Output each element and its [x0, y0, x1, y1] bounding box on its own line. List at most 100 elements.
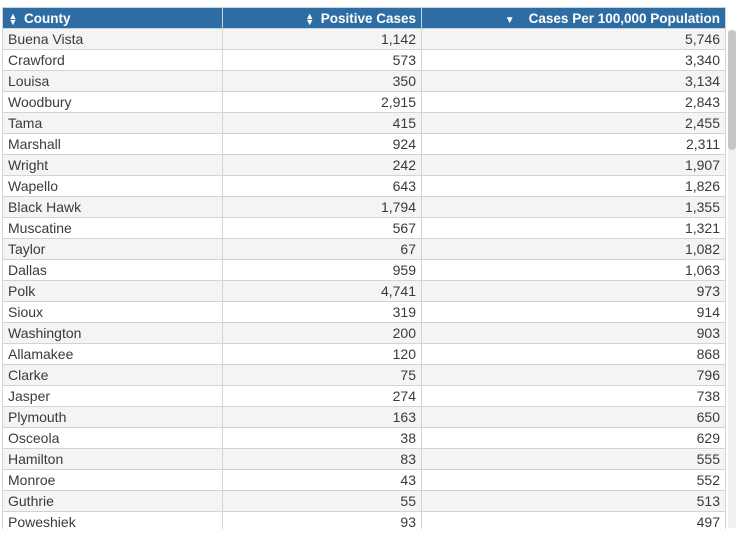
cell-cases-per-100k: 1,063	[421, 259, 726, 281]
table-row: Buena Vista 1,142 5,746	[2, 28, 726, 50]
cell-county: Muscatine	[2, 217, 223, 239]
sort-updown-icon[interactable]: ▲ ▼	[305, 10, 315, 27]
county-cases-table: ▲ ▼ County ▲ ▼ Positive Cases ▼ Cases Per 100…	[2, 7, 726, 529]
table-row: Washington 200 903	[2, 322, 726, 344]
cell-county: Jasper	[2, 385, 223, 407]
table-row: Marshall 924 2,311	[2, 133, 726, 155]
cell-positive-cases: 43	[222, 469, 422, 491]
table-row: Osceola 38 629	[2, 427, 726, 449]
cell-county: Marshall	[2, 133, 223, 155]
cell-cases-per-100k: 2,311	[421, 133, 726, 155]
cell-cases-per-100k: 738	[421, 385, 726, 407]
cell-cases-per-100k: 650	[421, 406, 726, 428]
table-row: Tama 415 2,455	[2, 112, 726, 134]
cell-positive-cases: 319	[222, 301, 422, 323]
cell-county: Dallas	[2, 259, 223, 281]
cell-positive-cases: 274	[222, 385, 422, 407]
cell-cases-per-100k: 796	[421, 364, 726, 386]
cell-positive-cases: 55	[222, 490, 422, 512]
cell-county: Poweshiek	[2, 511, 223, 529]
table-row: Plymouth 163 650	[2, 406, 726, 428]
cell-positive-cases: 415	[222, 112, 422, 134]
cell-positive-cases: 93	[222, 511, 422, 529]
column-header-label: Positive Cases	[320, 10, 416, 26]
cell-county: Louisa	[2, 70, 223, 92]
cell-county: Osceola	[2, 427, 223, 449]
table-row: Crawford 573 3,340	[2, 49, 726, 71]
column-header-cases-per-100k[interactable]: ▼ Cases Per 100,000 Population	[421, 7, 726, 29]
cell-positive-cases: 1,142	[222, 28, 422, 50]
cell-cases-per-100k: 903	[421, 322, 726, 344]
table-row: Louisa 350 3,134	[2, 70, 726, 92]
cell-cases-per-100k: 497	[421, 511, 726, 529]
table-row: Dallas 959 1,063	[2, 259, 726, 281]
cell-positive-cases: 163	[222, 406, 422, 428]
cell-positive-cases: 959	[222, 259, 422, 281]
column-header-positive-cases[interactable]: ▲ ▼ Positive Cases	[222, 7, 422, 29]
table-body: Buena Vista 1,142 5,746 Crawford 573 3,340 Lou…	[2, 28, 726, 529]
cell-county: Plymouth	[2, 406, 223, 428]
cell-positive-cases: 38	[222, 427, 422, 449]
cell-county: Wright	[2, 154, 223, 176]
cell-cases-per-100k: 555	[421, 448, 726, 470]
table-row: Black Hawk 1,794 1,355	[2, 196, 726, 218]
cell-positive-cases: 573	[222, 49, 422, 71]
cell-county: Buena Vista	[2, 28, 223, 50]
cell-positive-cases: 1,794	[222, 196, 422, 218]
cell-cases-per-100k: 2,455	[421, 112, 726, 134]
cell-positive-cases: 924	[222, 133, 422, 155]
table-row: Wapello 643 1,826	[2, 175, 726, 197]
cell-positive-cases: 83	[222, 448, 422, 470]
cell-cases-per-100k: 1,082	[421, 238, 726, 260]
table-row: Jasper 274 738	[2, 385, 726, 407]
cell-cases-per-100k: 868	[421, 343, 726, 365]
vertical-scrollbar[interactable]	[728, 30, 736, 528]
cell-cases-per-100k: 1,355	[421, 196, 726, 218]
cell-county: Taylor	[2, 238, 223, 260]
cell-cases-per-100k: 914	[421, 301, 726, 323]
cell-positive-cases: 567	[222, 217, 422, 239]
sort-desc-icon[interactable]: ▼	[504, 15, 515, 27]
cell-county: Allamakee	[2, 343, 223, 365]
column-header-county[interactable]: ▲ ▼ County	[2, 7, 223, 29]
cell-county: Polk	[2, 280, 223, 302]
table-row: Woodbury 2,915 2,843	[2, 91, 726, 113]
cell-county: Washington	[2, 322, 223, 344]
cell-cases-per-100k: 1,907	[421, 154, 726, 176]
column-header-label: Cases Per 100,000 Population	[528, 10, 720, 26]
table-row: Sioux 319 914	[2, 301, 726, 323]
cell-cases-per-100k: 3,134	[421, 70, 726, 92]
cell-county: Crawford	[2, 49, 223, 71]
cell-cases-per-100k: 5,746	[421, 28, 726, 50]
cell-cases-per-100k: 1,826	[421, 175, 726, 197]
sort-updown-icon[interactable]: ▲ ▼	[8, 10, 18, 27]
cell-cases-per-100k: 552	[421, 469, 726, 491]
table-row: Guthrie 55 513	[2, 490, 726, 512]
cell-county: Tama	[2, 112, 223, 134]
scrollbar-thumb[interactable]	[728, 30, 736, 150]
table-row: Taylor 67 1,082	[2, 238, 726, 260]
cell-cases-per-100k: 3,340	[421, 49, 726, 71]
table-row: Hamilton 83 555	[2, 448, 726, 470]
cell-cases-per-100k: 629	[421, 427, 726, 449]
cell-positive-cases: 2,915	[222, 91, 422, 113]
cell-positive-cases: 4,741	[222, 280, 422, 302]
county-cases-table-container[interactable]: ▲ ▼ County ▲ ▼ Positive Cases ▼ Cases Per 100…	[2, 7, 726, 529]
cell-county: Sioux	[2, 301, 223, 323]
table-row: Allamakee 120 868	[2, 343, 726, 365]
cell-county: Wapello	[2, 175, 223, 197]
column-header-label: County	[24, 10, 71, 26]
cell-positive-cases: 75	[222, 364, 422, 386]
cell-county: Hamilton	[2, 448, 223, 470]
table-row: Poweshiek 93 497	[2, 511, 726, 529]
cell-county: Black Hawk	[2, 196, 223, 218]
cell-county: Woodbury	[2, 91, 223, 113]
cell-positive-cases: 643	[222, 175, 422, 197]
table-row: Muscatine 567 1,321	[2, 217, 726, 239]
table-header-row: ▲ ▼ County ▲ ▼ Positive Cases ▼ Cases Per 100…	[2, 7, 726, 29]
table-row: Wright 242 1,907	[2, 154, 726, 176]
cell-county: Clarke	[2, 364, 223, 386]
cell-cases-per-100k: 513	[421, 490, 726, 512]
cell-cases-per-100k: 1,321	[421, 217, 726, 239]
table-row: Polk 4,741 973	[2, 280, 726, 302]
